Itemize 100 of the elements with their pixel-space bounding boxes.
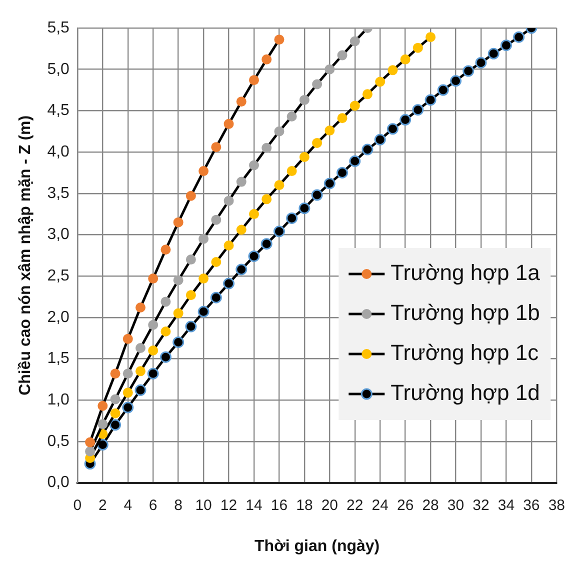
point [160, 244, 171, 255]
point [122, 368, 133, 379]
legend-label: Trường hợp 1c [390, 340, 539, 366]
y-tick-label: 3,5 [47, 184, 70, 202]
point [262, 54, 272, 64]
legend-label: Trường hợp 1a [390, 260, 541, 286]
point [450, 75, 462, 87]
point [412, 104, 424, 116]
point [224, 118, 234, 129]
point [475, 56, 487, 68]
legend-label: Trường hợp 1d [390, 380, 540, 406]
point [211, 214, 222, 225]
y-tick-label: 0,0 [47, 474, 70, 492]
x-tick-label: 6 [148, 496, 158, 514]
point [286, 212, 298, 224]
x-tick-label: 32 [472, 496, 490, 514]
y-tick-label: 2,0 [47, 308, 70, 326]
point [98, 419, 108, 430]
point [386, 123, 398, 135]
point [437, 84, 449, 96]
point [98, 400, 108, 411]
point [198, 166, 209, 176]
point [173, 308, 184, 318]
point [135, 302, 146, 312]
point [110, 419, 122, 431]
x-tick-label: 4 [124, 496, 132, 514]
point [350, 36, 360, 46]
point [336, 166, 348, 178]
x-axis-title: Thời gian (ngày) [254, 538, 380, 555]
x-tick-label: 0 [73, 496, 82, 514]
x-tick-label: 30 [447, 496, 464, 514]
y-tick-label: 1,0 [47, 392, 70, 409]
point [312, 79, 322, 90]
point [424, 94, 436, 106]
point [262, 194, 272, 204]
point [513, 31, 525, 43]
x-tick-label: 16 [270, 496, 288, 514]
point [274, 34, 284, 45]
x-tick-label: 2 [98, 496, 107, 514]
x-tick-label: 12 [220, 496, 238, 514]
point [260, 238, 272, 250]
y-tick-label: 3,0 [47, 226, 70, 244]
point [337, 113, 348, 124]
point [236, 264, 248, 276]
point [160, 351, 172, 363]
point [374, 134, 386, 146]
point [134, 384, 146, 396]
point [274, 180, 284, 190]
point [224, 240, 234, 250]
point [286, 166, 297, 176]
x-tick-label: 34 [498, 496, 515, 514]
point [500, 40, 512, 52]
point [400, 114, 412, 126]
point [400, 54, 410, 64]
point [185, 320, 197, 332]
point [186, 190, 196, 201]
point [248, 160, 259, 170]
point [324, 126, 335, 136]
point [324, 64, 335, 74]
point [110, 394, 120, 404]
point [135, 343, 146, 354]
point [147, 368, 159, 380]
point [488, 48, 500, 60]
x-tick-label: 26 [396, 496, 414, 514]
point [148, 320, 158, 330]
y-axis-title: Chiều cao nón xâm nhập mặn - Z (m) [17, 115, 34, 396]
x-tick-label: 36 [523, 496, 540, 514]
y-tick-label: 0,5 [47, 432, 70, 450]
point [198, 274, 209, 284]
point [262, 142, 272, 153]
point [110, 368, 120, 379]
point [273, 226, 285, 238]
point [362, 144, 374, 156]
point [198, 234, 209, 244]
x-tick-label: 10 [195, 496, 212, 514]
point [224, 196, 234, 206]
point [311, 189, 323, 201]
point [248, 209, 259, 220]
x-tick-label: 24 [372, 496, 388, 514]
point [248, 250, 260, 262]
point [211, 142, 222, 152]
point [248, 75, 259, 86]
point [362, 89, 372, 100]
point [211, 257, 222, 268]
legend-label: Trường hợp 1b [390, 300, 540, 326]
x-tick-label: 22 [346, 496, 364, 514]
point [173, 217, 184, 228]
point [236, 96, 246, 107]
point [426, 32, 436, 42]
point [412, 42, 423, 53]
point [286, 111, 297, 122]
y-tick-label: 4,0 [47, 143, 70, 160]
point [135, 366, 146, 376]
point [160, 296, 171, 307]
point [148, 274, 158, 284]
point [122, 388, 133, 398]
x-tick-label: 14 [246, 496, 262, 514]
point [110, 408, 120, 418]
point [375, 76, 386, 87]
point [160, 326, 171, 336]
